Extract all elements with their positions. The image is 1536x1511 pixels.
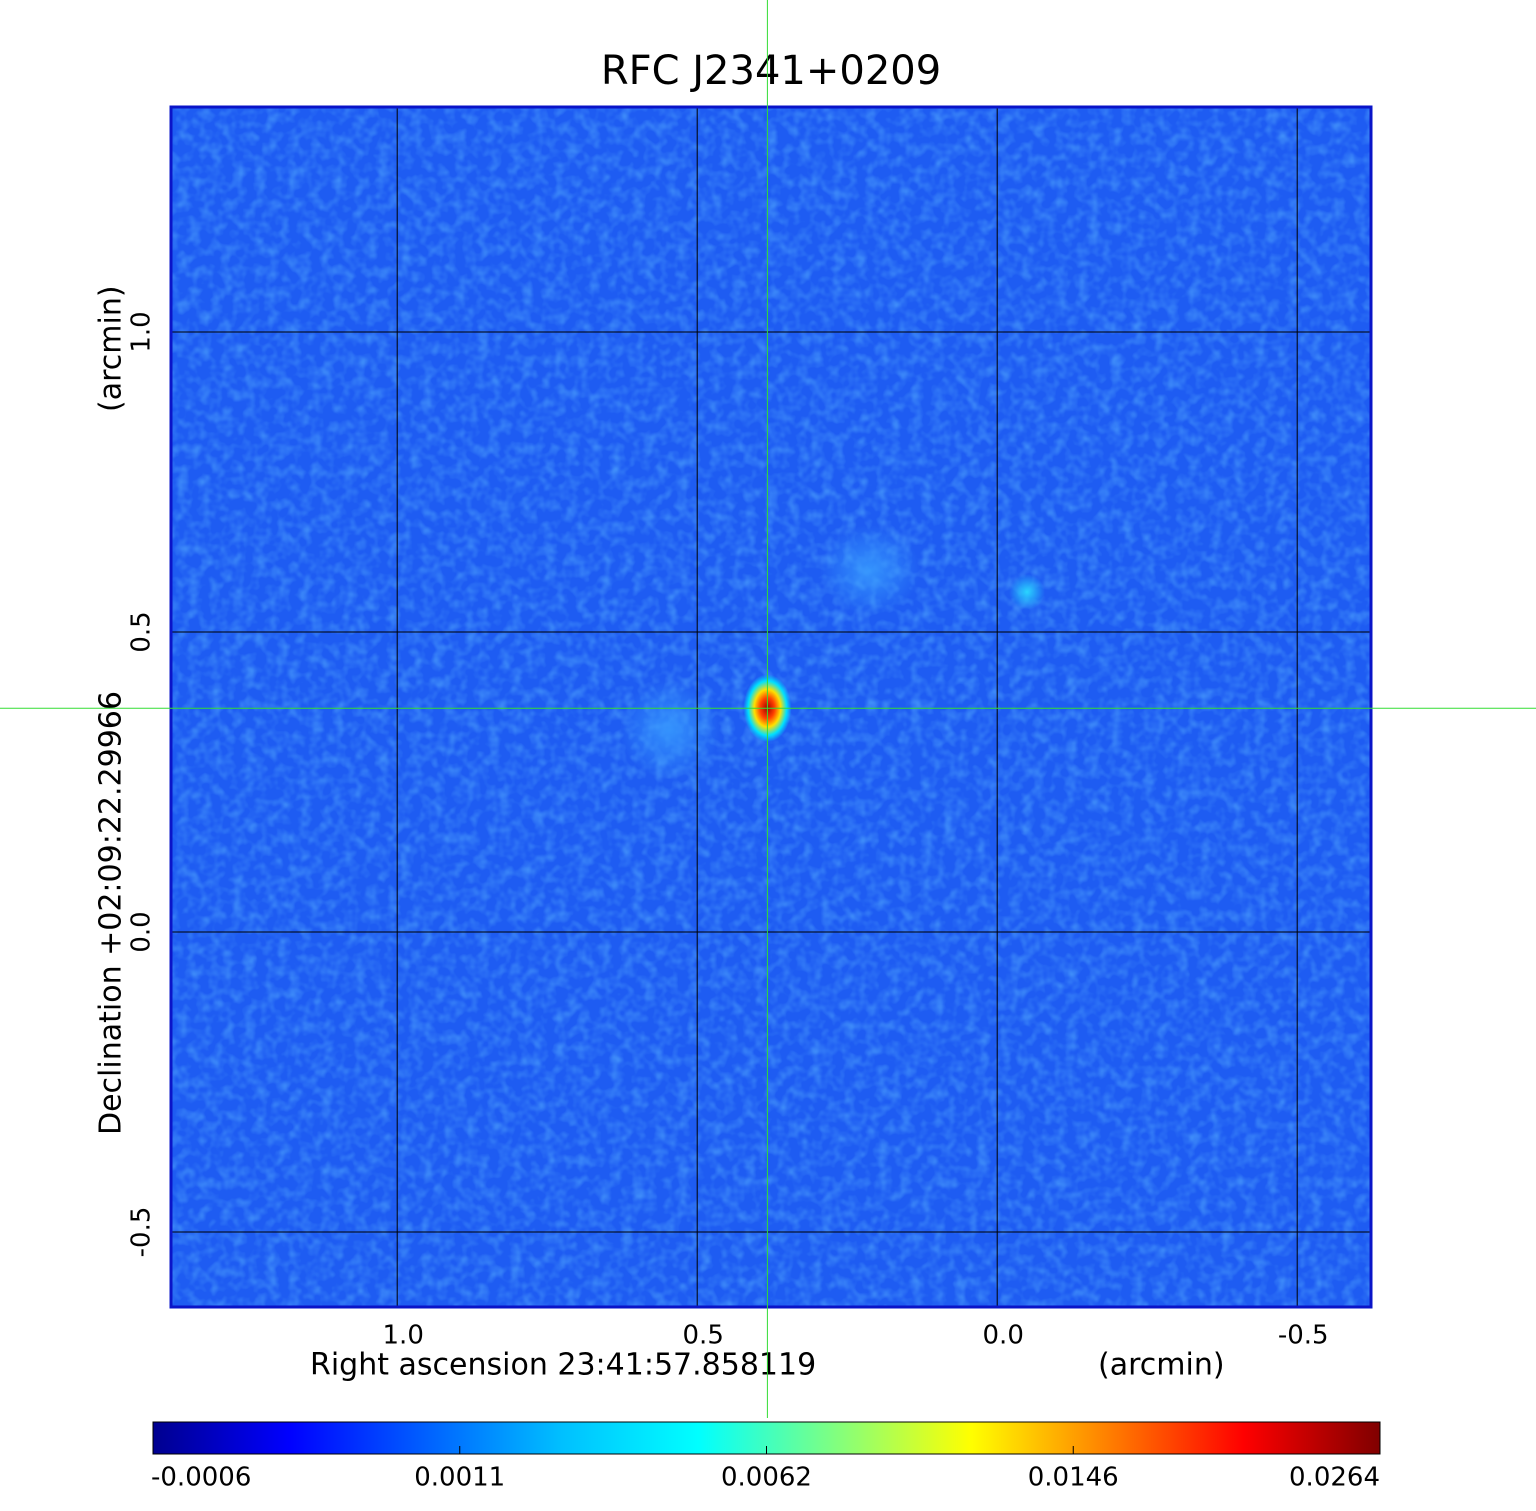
- y-tick-label: 0.0: [127, 911, 157, 952]
- diffuse-emission: [620, 680, 720, 780]
- x-axis-unit: (arcmin): [1098, 1348, 1225, 1383]
- diffuse-emission: [820, 525, 920, 615]
- y-axis-unit: (arcmin): [94, 285, 129, 412]
- y-tick-label: -0.5: [127, 1207, 157, 1258]
- y-axis-label: Declination +02:09:22.29966: [94, 691, 129, 1135]
- x-tick-label: -0.5: [1278, 1321, 1329, 1351]
- colorbar-tick-label: -0.0006: [151, 1463, 251, 1493]
- secondary-source: [1009, 574, 1045, 610]
- colorbar-tick-label: 0.0146: [1028, 1463, 1119, 1493]
- chart-title: RFC J2341+0209: [601, 48, 941, 94]
- colorbar-tick-label: 0.0062: [721, 1463, 812, 1493]
- x-tick-label: 1.0: [383, 1321, 424, 1351]
- x-axis-label: Right ascension 23:41:57.858119: [310, 1348, 816, 1383]
- y-tick-label: 1.0: [127, 311, 157, 352]
- y-tick-label: 0.5: [127, 611, 157, 652]
- x-tick-label: 0.0: [983, 1321, 1024, 1351]
- plot-frame: [169, 105, 1373, 1309]
- colorbar-tick-label: 0.0264: [1289, 1463, 1380, 1493]
- x-tick-label: 0.5: [683, 1321, 724, 1351]
- colorbar-tick-label: 0.0011: [414, 1463, 505, 1493]
